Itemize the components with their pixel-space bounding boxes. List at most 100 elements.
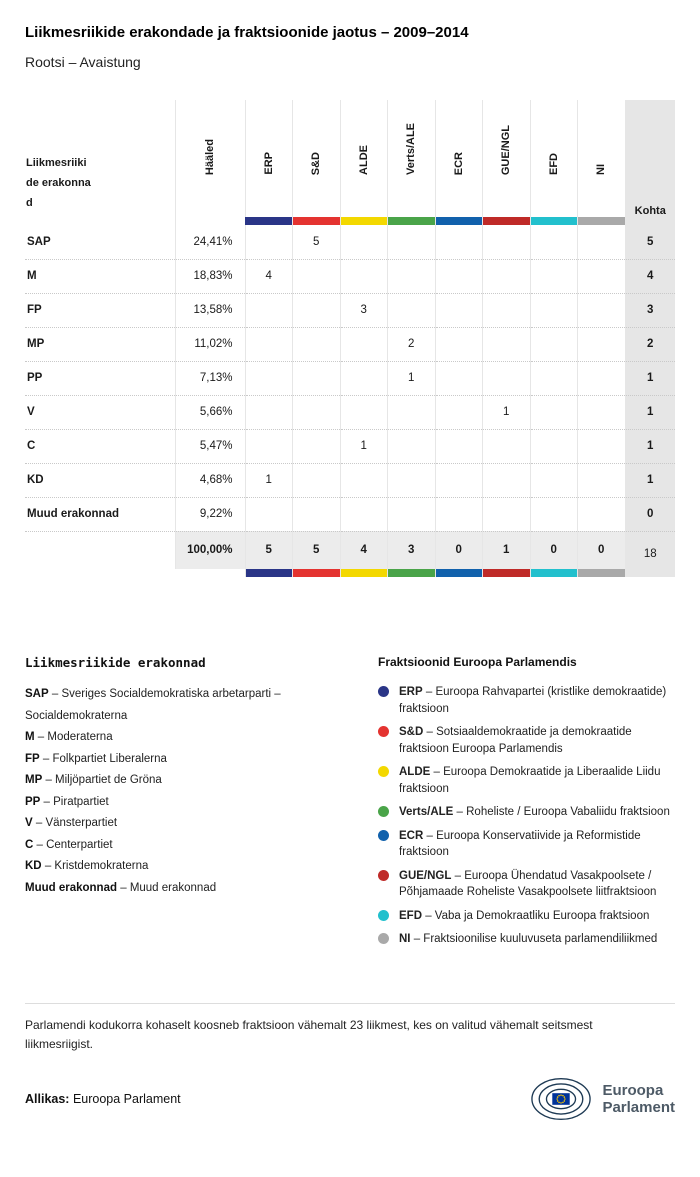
- party-legend-item: PP – Piratpartiet: [25, 795, 109, 808]
- seat-count: 1: [387, 361, 435, 396]
- faction-color-bar: [577, 569, 625, 577]
- faction-legend-name: Euroopa Konservatiivide ja Reformistide …: [399, 829, 641, 859]
- seat-count: [482, 327, 530, 362]
- faction-legend-name: Euroopa Demokraatide ja Liberaalide Liid…: [399, 766, 661, 795]
- total-row-spacer: [25, 531, 175, 569]
- faction-total-seats: 4: [339, 531, 388, 569]
- faction-legend-text: NI – Fraktsioonilise kuuluvuseta parlame…: [399, 933, 658, 945]
- table-row: M 18,83% 4 4: [25, 259, 675, 294]
- party-name: C: [25, 429, 175, 464]
- table-row: PP 7,13% 1 1: [25, 361, 675, 396]
- divider: [25, 1002, 675, 1004]
- faction-legend-item: ECR – Euroopa Konservatiivide ja Reformi…: [378, 828, 675, 861]
- total-seats: 1: [624, 429, 675, 464]
- faction-total-seats: 0: [434, 531, 483, 569]
- party-legend-code: M: [25, 731, 35, 743]
- faction-legend-code: Verts/ALE: [399, 806, 454, 818]
- party-name: SAP: [25, 225, 175, 260]
- seat-count: [434, 293, 483, 328]
- seat-count: [529, 497, 578, 532]
- party-legend-name: Vänsterpartiet: [45, 817, 118, 829]
- seat-count: [339, 225, 388, 260]
- party-legend: Liikmesriikide erakonnad SAP – Sveriges …: [25, 655, 357, 955]
- faction-legend-name: Sotsiaaldemokraatide ja demokraatide fra…: [399, 726, 632, 755]
- seat-count: 1: [482, 395, 530, 430]
- table-row: C 5,47% 1 1: [25, 429, 675, 464]
- seat-count: [244, 327, 293, 362]
- header-row: Liikmesriikide erakonnad Hääled ERP S&D ALDE…: [25, 100, 675, 225]
- faction-color-dot: [378, 686, 389, 697]
- seat-count: [244, 361, 293, 396]
- faction-legend-code: ECR: [399, 829, 424, 842]
- col-header-faction: ALDE: [339, 100, 388, 217]
- faction-color-bar: [577, 217, 625, 225]
- page-subtitle: Rootsi – Avaistung: [25, 54, 141, 70]
- faction-color-bar-row-bottom: [25, 569, 675, 577]
- party-name: PP: [25, 361, 175, 396]
- faction-color-bar: [339, 217, 388, 225]
- seat-count: 5: [292, 225, 340, 260]
- seat-count: [339, 361, 388, 396]
- party-legend-name: Centerpartiet: [46, 838, 113, 851]
- faction-color-dot: [378, 766, 389, 777]
- faction-color-bar: [434, 569, 483, 577]
- seat-count: [387, 225, 435, 260]
- seat-count: [244, 225, 293, 260]
- votes-percent: 7,13%: [174, 361, 245, 396]
- col-header-votes: Hääled: [174, 100, 245, 225]
- party-legend-list: SAP – Sveriges Socialdemokratiska arbeta…: [25, 684, 357, 899]
- votes-percent: 11,02%: [174, 327, 245, 362]
- faction-total-seats: 0: [577, 531, 625, 569]
- faction-color-dot: [378, 806, 389, 817]
- faction-legend-item: GUE/NGL – Euroopa Ühendatud Vasakpoolset…: [378, 868, 675, 901]
- faction-legend-text: ALDE – Euroopa Demokraatide ja Liberaali…: [399, 766, 661, 795]
- faction-legend-text: ERP – Euroopa Rahvapartei (kristlike dem…: [399, 686, 667, 715]
- seat-count: [482, 497, 530, 532]
- source: Allikas: Euroopa Parlament: [25, 1092, 181, 1106]
- seat-count: [529, 361, 578, 396]
- seat-count: [577, 361, 625, 396]
- seat-count: [529, 293, 578, 328]
- seat-count: [529, 429, 578, 464]
- seat-count: [434, 225, 483, 260]
- total-seats: 1: [624, 395, 675, 430]
- footnote: Parlamendi kodukorra kohaselt koosneb fr…: [25, 1017, 593, 1051]
- table-row: Muud erakonnad 9,22% 0: [25, 497, 675, 532]
- faction-legend: Fraktsioonid Euroopa Parlamendis ERP – E…: [378, 655, 675, 955]
- faction-color-bar: [292, 569, 340, 577]
- party-legend-item: M – Moderaterna: [25, 731, 113, 743]
- ep-logo-text-line1: Euroopa: [602, 1081, 664, 1099]
- party-legend-code: KD: [25, 860, 42, 872]
- total-seats: 0: [624, 497, 675, 532]
- faction-legend-item: ALDE – Euroopa Demokraatide ja Liberaali…: [378, 764, 675, 797]
- seat-count: [482, 259, 530, 294]
- faction-color-bar: [339, 569, 388, 577]
- faction-legend-text: GUE/NGL – Euroopa Ühendatud Vasakpoolset…: [399, 869, 657, 899]
- party-legend-item: Muud erakonnad – Muud erakonnad: [25, 881, 217, 894]
- seat-count: [482, 293, 530, 328]
- faction-total-seats: 1: [482, 531, 530, 569]
- seat-count: [387, 429, 435, 464]
- seat-count: [529, 259, 578, 294]
- faction-legend-code: GUE/NGL: [399, 869, 452, 882]
- party-legend-code: C: [25, 838, 34, 851]
- seat-count: [292, 293, 340, 328]
- faction-color-bar: [244, 569, 293, 577]
- seat-count: [292, 327, 340, 362]
- faction-color-bar: [292, 217, 340, 225]
- faction-color-dot: [378, 869, 389, 881]
- party-legend-code: V: [25, 817, 33, 829]
- party-legend-item: C – Centerpartiet: [25, 838, 113, 851]
- seat-count: [244, 497, 293, 532]
- votes-percent: 24,41%: [174, 225, 245, 260]
- faction-legend-item: ERP – Euroopa Rahvapartei (kristlike dem…: [378, 684, 675, 717]
- seat-count: [577, 395, 625, 430]
- faction-color-bar: [245, 217, 293, 225]
- ep-logo-text-line2: Parlament: [602, 1098, 675, 1116]
- seat-count: [387, 395, 435, 430]
- faction-total-seats: 0: [529, 531, 578, 569]
- faction-color-bar: [387, 217, 435, 225]
- col-header-faction: GUE/NGL: [482, 100, 530, 217]
- party-name: M: [25, 259, 175, 294]
